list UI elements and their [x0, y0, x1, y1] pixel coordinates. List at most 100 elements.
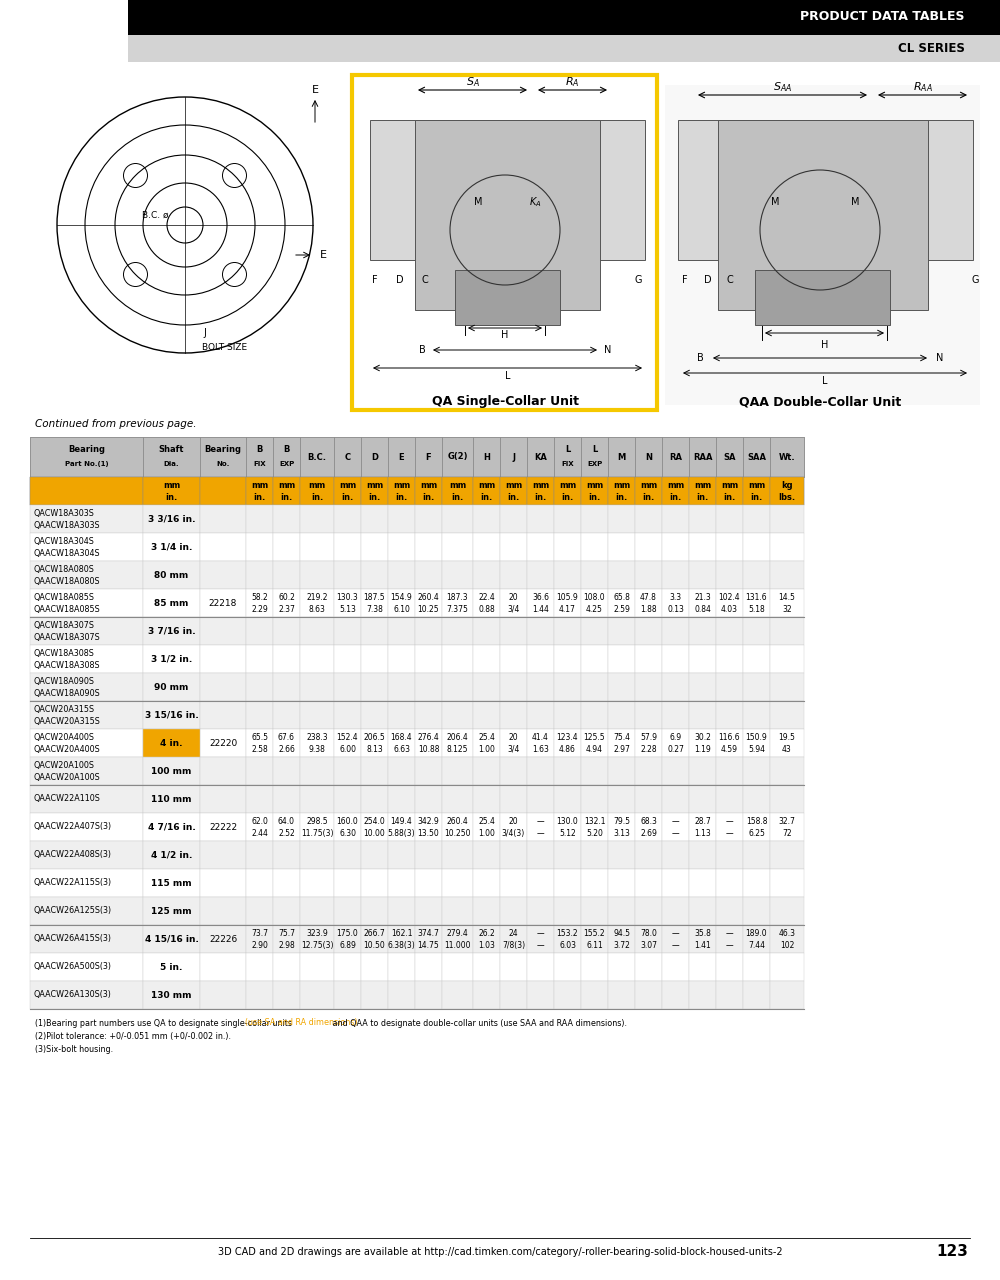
Bar: [388, 897, 415, 925]
Bar: [361, 532, 388, 561]
Bar: [442, 589, 473, 617]
Bar: [442, 532, 473, 561]
Text: mm: mm: [505, 481, 522, 490]
Text: 80 mm: 80 mm: [154, 571, 189, 580]
Bar: [743, 673, 770, 701]
Text: 68.3: 68.3: [640, 817, 657, 826]
Bar: [30, 645, 143, 673]
Bar: [361, 785, 388, 813]
Text: 22220: 22220: [209, 739, 237, 748]
Text: 4.86: 4.86: [559, 745, 576, 754]
Text: mm: mm: [586, 481, 603, 490]
Bar: [200, 897, 246, 925]
Text: QAACW18A090S: QAACW18A090S: [33, 689, 100, 698]
Text: in.: in.: [615, 493, 628, 502]
Text: —: —: [537, 828, 544, 837]
Text: SA: SA: [723, 453, 736, 462]
Bar: [689, 869, 716, 897]
Text: 12.75(3): 12.75(3): [301, 941, 333, 950]
Text: $K_A$: $K_A$: [529, 195, 541, 209]
Bar: [388, 589, 415, 617]
Bar: [273, 701, 300, 730]
Text: 79.5: 79.5: [613, 817, 630, 826]
Text: FIX: FIX: [561, 461, 574, 467]
Text: Bearing: Bearing: [68, 445, 105, 454]
Bar: [770, 954, 804, 980]
Bar: [361, 436, 388, 477]
Text: in.: in.: [341, 493, 354, 502]
Bar: [442, 785, 473, 813]
Text: 116.6: 116.6: [719, 733, 740, 742]
Bar: [246, 436, 273, 477]
Bar: [770, 436, 804, 477]
Text: mm: mm: [339, 481, 356, 490]
Bar: [527, 954, 554, 980]
Bar: [415, 841, 442, 869]
Text: C: C: [344, 453, 351, 462]
Bar: [143, 673, 200, 701]
Text: 3.3: 3.3: [669, 593, 682, 602]
Bar: [273, 477, 300, 506]
Bar: [635, 841, 662, 869]
Bar: [662, 477, 689, 506]
Bar: [527, 506, 554, 532]
Text: 7.44: 7.44: [748, 941, 765, 950]
Bar: [662, 841, 689, 869]
Text: 10.00: 10.00: [364, 828, 385, 837]
Text: —: —: [537, 817, 544, 826]
Text: 102.4: 102.4: [719, 593, 740, 602]
Bar: [689, 532, 716, 561]
Bar: [743, 532, 770, 561]
Text: QAA Double-Collar Unit: QAA Double-Collar Unit: [739, 396, 901, 408]
Bar: [143, 869, 200, 897]
Bar: [361, 617, 388, 645]
Text: 14.75: 14.75: [418, 941, 439, 950]
Bar: [273, 617, 300, 645]
Text: 5.18: 5.18: [748, 604, 765, 613]
Text: H: H: [483, 453, 490, 462]
Text: 36.6: 36.6: [532, 593, 549, 602]
Bar: [246, 532, 273, 561]
Bar: [689, 506, 716, 532]
Bar: [388, 532, 415, 561]
Text: B: B: [256, 445, 263, 454]
Bar: [527, 869, 554, 897]
Bar: [143, 897, 200, 925]
Bar: [608, 436, 635, 477]
Bar: [273, 589, 300, 617]
Text: G: G: [971, 275, 979, 285]
Bar: [527, 925, 554, 954]
Bar: [716, 841, 743, 869]
Bar: [770, 756, 804, 785]
Text: 153.2: 153.2: [557, 929, 578, 938]
Text: in.: in.: [395, 493, 408, 502]
Bar: [143, 954, 200, 980]
Text: QAACW26A125S(3): QAACW26A125S(3): [33, 906, 111, 915]
Bar: [442, 673, 473, 701]
Text: QACW20A315S: QACW20A315S: [33, 705, 94, 714]
Bar: [608, 561, 635, 589]
Text: 43: 43: [782, 745, 792, 754]
Bar: [743, 506, 770, 532]
Bar: [554, 532, 581, 561]
Text: 5 in.: 5 in.: [160, 963, 183, 972]
Bar: [716, 506, 743, 532]
Text: 32.7: 32.7: [779, 817, 795, 826]
Bar: [554, 756, 581, 785]
Bar: [716, 785, 743, 813]
Text: 2.58: 2.58: [251, 745, 268, 754]
Bar: [361, 756, 388, 785]
Text: 3 1/4 in.: 3 1/4 in.: [151, 543, 192, 552]
Bar: [415, 813, 442, 841]
Bar: [200, 701, 246, 730]
Bar: [143, 756, 200, 785]
Bar: [527, 532, 554, 561]
Text: FIX: FIX: [253, 461, 266, 467]
Text: F: F: [682, 275, 688, 285]
Text: QAACW26A130S(3): QAACW26A130S(3): [33, 991, 111, 1000]
Bar: [635, 897, 662, 925]
Text: QAACW20A400S: QAACW20A400S: [33, 745, 100, 754]
Bar: [30, 673, 143, 701]
Bar: [388, 980, 415, 1009]
Text: 10.50: 10.50: [364, 941, 385, 950]
